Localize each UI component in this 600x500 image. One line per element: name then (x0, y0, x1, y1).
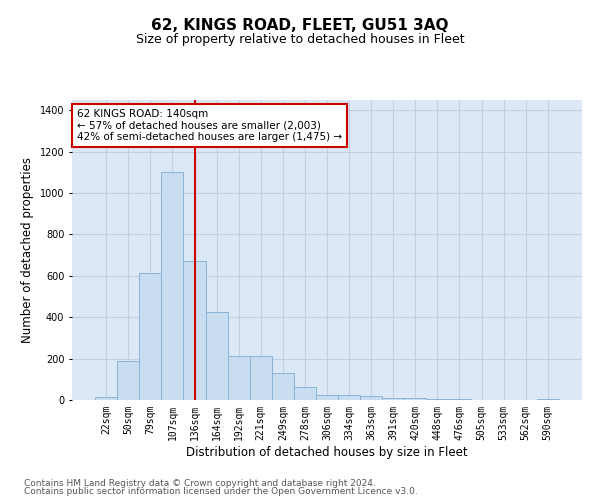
Bar (250, 356, 272, 400)
Bar (139, 273, 161, 400)
Bar (294, 386, 316, 400)
Bar (206, 312, 227, 400)
Text: Size of property relative to detached houses in Fleet: Size of property relative to detached ho… (136, 32, 464, 46)
Bar (427, 399, 448, 400)
X-axis label: Distribution of detached houses by size in Fleet: Distribution of detached houses by size … (186, 446, 468, 458)
Bar (382, 398, 404, 400)
Bar (227, 356, 250, 400)
Text: Contains public sector information licensed under the Open Government Licence v3: Contains public sector information licen… (24, 487, 418, 496)
Bar (316, 395, 338, 400)
Text: 62 KINGS ROAD: 140sqm
← 57% of detached houses are smaller (2,003)
42% of semi-d: 62 KINGS ROAD: 140sqm ← 57% of detached … (77, 109, 342, 142)
Bar (95, 397, 117, 400)
Bar (161, 172, 184, 400)
Bar (360, 396, 382, 400)
Bar (184, 262, 206, 400)
Y-axis label: Number of detached properties: Number of detached properties (21, 157, 34, 343)
Bar (537, 399, 559, 400)
Text: Contains HM Land Registry data © Crown copyright and database right 2024.: Contains HM Land Registry data © Crown c… (24, 478, 376, 488)
Bar (404, 398, 427, 400)
Bar (338, 395, 360, 400)
Bar (272, 373, 294, 400)
Bar (117, 360, 139, 400)
Text: 62, KINGS ROAD, FLEET, GU51 3AQ: 62, KINGS ROAD, FLEET, GU51 3AQ (151, 18, 449, 32)
